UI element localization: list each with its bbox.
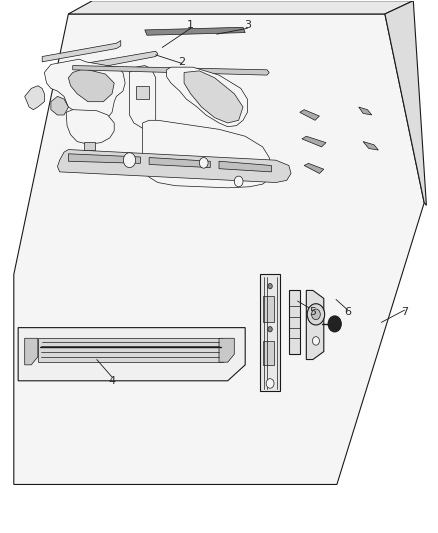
Polygon shape: [219, 161, 272, 172]
Text: 4: 4: [109, 376, 116, 386]
Polygon shape: [68, 69, 114, 102]
Circle shape: [307, 304, 325, 325]
Polygon shape: [84, 142, 95, 150]
Polygon shape: [130, 66, 155, 128]
Circle shape: [124, 153, 136, 167]
Polygon shape: [300, 110, 319, 120]
Polygon shape: [44, 59, 125, 123]
Text: 1: 1: [187, 20, 194, 30]
Polygon shape: [263, 341, 275, 365]
Polygon shape: [136, 86, 149, 99]
Text: 2: 2: [178, 57, 185, 67]
Polygon shape: [263, 296, 275, 322]
Polygon shape: [25, 86, 44, 110]
Polygon shape: [306, 290, 324, 360]
Polygon shape: [219, 338, 234, 362]
Polygon shape: [149, 158, 210, 167]
Polygon shape: [145, 27, 245, 35]
Polygon shape: [166, 67, 247, 127]
Polygon shape: [359, 107, 372, 115]
Circle shape: [268, 284, 272, 289]
Polygon shape: [68, 154, 141, 164]
Polygon shape: [289, 290, 300, 354]
Polygon shape: [143, 120, 272, 188]
Polygon shape: [73, 51, 158, 72]
Circle shape: [268, 327, 272, 332]
Circle shape: [234, 176, 243, 187]
Polygon shape: [184, 71, 243, 123]
Polygon shape: [261, 274, 280, 391]
Polygon shape: [25, 338, 38, 365]
Polygon shape: [18, 328, 245, 381]
Polygon shape: [66, 110, 114, 144]
Polygon shape: [304, 164, 324, 173]
Polygon shape: [14, 14, 424, 484]
Polygon shape: [51, 96, 68, 115]
Circle shape: [266, 378, 274, 388]
Polygon shape: [38, 338, 223, 362]
Circle shape: [311, 309, 320, 320]
Circle shape: [199, 158, 208, 168]
Polygon shape: [302, 136, 326, 147]
Polygon shape: [385, 1, 426, 205]
Polygon shape: [57, 150, 291, 182]
Text: 3: 3: [244, 20, 251, 30]
Text: 6: 6: [344, 306, 351, 317]
Text: 5: 5: [309, 306, 316, 317]
Text: 7: 7: [401, 306, 408, 317]
Polygon shape: [73, 66, 269, 75]
Polygon shape: [42, 41, 121, 62]
Circle shape: [328, 316, 341, 332]
Polygon shape: [68, 1, 413, 14]
Polygon shape: [363, 142, 378, 150]
Circle shape: [312, 337, 319, 345]
